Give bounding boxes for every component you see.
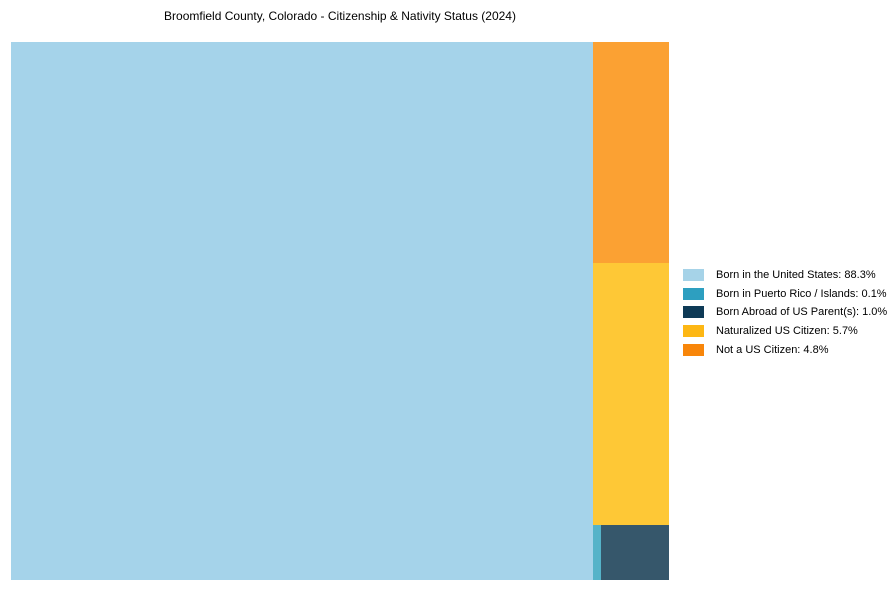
treemap-rect-born-in-puerto-rico-islands [593, 524, 601, 580]
legend-swatch-icon [683, 306, 704, 319]
treemap-rect-not-a-us-citizen [593, 42, 669, 264]
legend-row: Born in Puerto Rico / Islands: 0.1% [683, 285, 887, 304]
legend-row: Born Abroad of US Parent(s): 1.0% [683, 303, 887, 322]
chart-title: Broomfield County, Colorado - Citizenshi… [164, 9, 516, 23]
legend-swatch-icon [683, 269, 704, 282]
legend-label: Naturalized US Citizen: 5.7% [716, 325, 858, 338]
legend-label: Not a US Citizen: 4.8% [716, 343, 829, 356]
legend-swatch-icon [683, 325, 704, 338]
legend-row: Naturalized US Citizen: 5.7% [683, 322, 887, 341]
legend-row: Born in the United States: 88.3% [683, 266, 887, 285]
treemap-plot-area [11, 42, 669, 580]
treemap-rect-naturalized-us-citizen [593, 263, 669, 525]
legend-label: Born Abroad of US Parent(s): 1.0% [716, 306, 888, 319]
legend: Born in the United States: 88.3% Born in … [683, 266, 887, 359]
legend-label: Born in Puerto Rico / Islands: 0.1% [716, 287, 887, 300]
legend-swatch-icon [683, 343, 704, 356]
treemap-rect-born-in-the-united-states [11, 42, 594, 580]
treemap-rect-born-abroad-of-us-parent-s [600, 524, 669, 580]
legend-row: Not a US Citizen: 4.8% [683, 340, 887, 359]
legend-swatch-icon [683, 287, 704, 300]
legend-label: Born in the United States: 88.3% [716, 269, 876, 282]
